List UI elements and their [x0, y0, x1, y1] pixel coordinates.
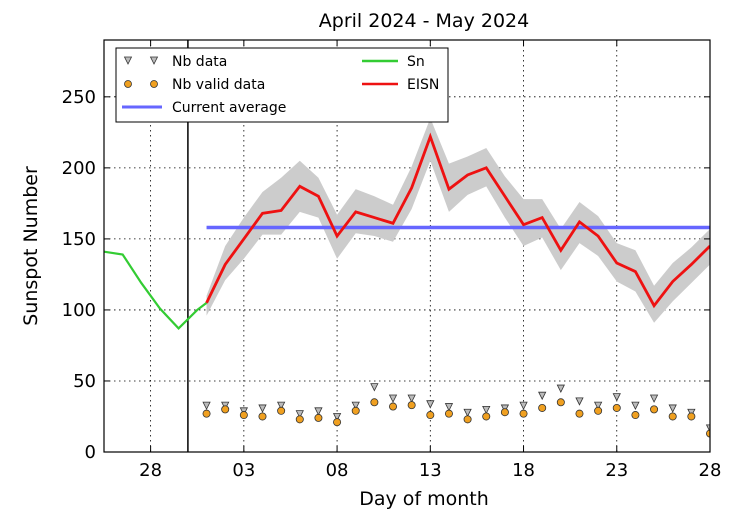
x-tick-label: 08 — [326, 460, 349, 481]
legend-nbvalid-marker-1 — [124, 80, 132, 88]
nb-data-point — [388, 394, 398, 403]
nb-data-point — [407, 394, 416, 403]
nb-valid-data-point — [295, 415, 304, 424]
nb-data-point — [538, 391, 547, 401]
x-tick-label: 13 — [419, 460, 442, 481]
nb-data-point — [202, 401, 211, 411]
legend-label-eisn: EISN — [407, 77, 439, 93]
sn-line — [104, 250, 208, 330]
nb-valid-data-point — [239, 411, 248, 420]
nb-valid-data-point — [575, 409, 584, 418]
y-tick-label: 200 — [62, 158, 96, 179]
nb-data-point — [426, 400, 435, 409]
y-tick-label: 250 — [62, 87, 96, 108]
y-tick-label: 0 — [85, 442, 96, 463]
legend-label-sn: Sn — [407, 54, 425, 70]
nb-valid-data-point — [650, 405, 659, 414]
nb-valid-data-point — [687, 412, 696, 421]
x-tick-label: 28 — [139, 460, 162, 481]
nb-data-point — [593, 401, 603, 411]
x-tick-label: 23 — [605, 460, 628, 481]
nb-valid-data-point — [202, 409, 211, 418]
nb-valid-data-point — [351, 406, 360, 415]
nb-valid-data-point — [668, 412, 677, 421]
nb-valid-data-point — [444, 409, 453, 418]
eisn-uncertainty-band — [206, 118, 710, 323]
plot-frame — [103, 39, 711, 453]
nb-data-point — [612, 393, 621, 402]
nb-valid-data-point — [594, 406, 603, 415]
legend-entry-current-average: Current average — [122, 100, 286, 116]
x-tick-label: 28 — [699, 460, 722, 481]
nb-valid-data-point — [631, 411, 640, 420]
y-tick-label: 100 — [62, 300, 96, 321]
chart-title: April 2024 - May 2024 — [319, 10, 529, 32]
legend-label-current-average: Current average — [172, 100, 286, 116]
nb-valid-data-point — [426, 411, 435, 420]
legend-nb-marker-1 — [123, 56, 133, 65]
nb-valid-data-point — [258, 412, 267, 421]
nb-data-point — [631, 401, 640, 411]
eisn-line — [205, 132, 710, 309]
nb-valid-data-point — [612, 403, 621, 412]
nb-valid-data-point — [706, 429, 710, 438]
y-tick-label: 150 — [62, 229, 96, 250]
x-tick-label: 03 — [232, 460, 255, 481]
legend-entry-nb-valid-data: Nb valid data — [124, 77, 265, 93]
y-tick-label: 50 — [73, 371, 96, 392]
nb-valid-data-point — [277, 406, 286, 415]
nb-data-point — [314, 407, 323, 416]
nb-valid-data-point — [556, 398, 565, 407]
legend-entry-nb-data: Nb data — [123, 54, 227, 70]
nb-valid-data-point — [407, 401, 416, 410]
nb-data-point — [351, 401, 360, 411]
nb-data-point — [649, 394, 659, 403]
nb-data-point — [258, 404, 267, 413]
nb-valid-data-point — [333, 418, 342, 427]
legend-nb-marker-2 — [149, 56, 159, 65]
nb-valid-data-point — [538, 403, 547, 412]
legend: Nb data Nb valid data Current average Sn… — [115, 47, 449, 123]
nb-data-point — [519, 401, 528, 411]
nb-data-point — [482, 405, 491, 415]
y-axis-label: Sunspot Number — [20, 166, 42, 326]
nb-data-point — [295, 410, 304, 419]
legend-label-nb-valid-data: Nb valid data — [172, 77, 265, 93]
nb-data-point — [668, 404, 677, 413]
nb-data-point — [332, 413, 342, 422]
nb-data-point — [276, 401, 286, 411]
nb-data-point — [575, 397, 584, 406]
nb-valid-data-point — [370, 398, 379, 407]
nb-data-point — [556, 384, 565, 393]
nb-valid-data-point — [519, 409, 528, 418]
nb-valid-data-point — [314, 413, 323, 422]
nb-valid-data-point — [482, 412, 491, 421]
nb-data-point — [370, 383, 379, 392]
x-tick-label: 18 — [512, 460, 535, 481]
legend-entry-sn: Sn — [362, 54, 425, 70]
legend-label-nb-data: Nb data — [172, 54, 227, 70]
nb-valid-data-point — [500, 408, 509, 417]
nb-data-point — [444, 403, 454, 412]
nb-valid-data-point — [221, 405, 230, 414]
nb-valid-data-point — [389, 402, 398, 411]
legend-entry-eisn: EISN — [362, 77, 439, 93]
x-axis-label: Day of month — [359, 488, 489, 510]
nb-valid-data-point — [463, 415, 472, 424]
plot-area: 28 03 08 13 18 23 28 0 50 100 150 200 250 — [62, 39, 722, 481]
nb-data-point — [463, 408, 472, 418]
legend-nbvalid-marker-2 — [150, 80, 158, 88]
